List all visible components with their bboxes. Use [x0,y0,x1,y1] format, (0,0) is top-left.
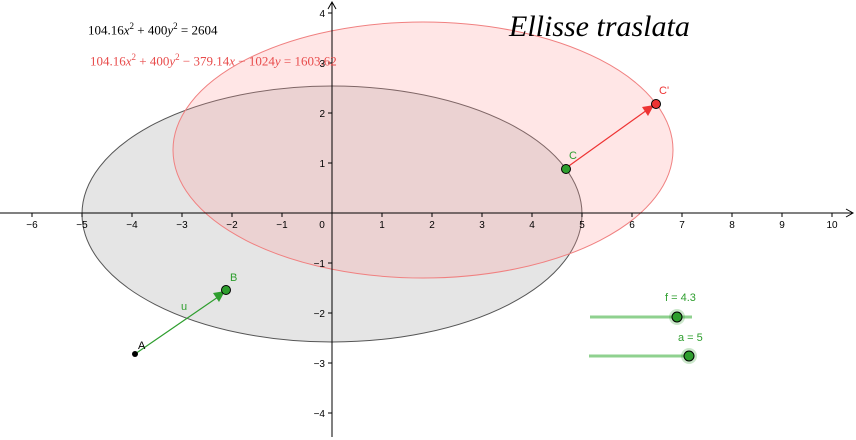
vector-u[interactable] [134,296,219,355]
x-tick-label: 0 [319,220,325,231]
y-axis-arrow [327,0,337,10]
vector-u-arrowhead [213,291,225,302]
x-tick-label: 6 [629,220,635,231]
x-tick-label: −5 [76,220,88,231]
eq1-coef-x: 104.16 [88,22,124,38]
y-tick-label: −2 [314,309,326,320]
x-axis-ticks: −6 −5 −4 −3 −2 −1 0 1 2 3 4 5 6 7 8 9 10 [26,213,838,231]
x-tick-label: −4 [126,220,138,231]
point-a-label: A [138,340,146,352]
translated-ellipse[interactable] [172,21,674,279]
point-c-label: C [569,150,577,162]
x-axis-arrow [845,208,855,218]
x-tick-label: 4 [529,220,535,231]
slider-a-handle[interactable] [683,350,695,362]
point-b[interactable] [221,285,231,295]
point-b-label: B [230,272,237,284]
title: Ellisse traslata [509,10,690,43]
x-tick-label: −6 [26,220,38,231]
eq2-coef-x2: 104.16 [90,53,126,69]
eq1-coef-y: 400 [147,22,168,38]
vector-c-c-prime-arrowhead [642,105,654,116]
y-tick-label: 2 [319,109,325,120]
x-tick-label: 2 [429,220,435,231]
vector-c-c-prime[interactable] [565,109,648,169]
eq2-coef-y2: 400 [149,53,170,69]
original-ellipse-equation: 104.16x2 + 400y2 = 2604 [88,21,218,38]
translated-ellipse-equation: 104.16x2 + 400y2 − 379.14x − 1024y = 160… [90,52,337,69]
slider-f-label: f = 4.3 [665,292,696,304]
eq2-coef-y: 1024 [248,53,275,69]
x-tick-label: −1 [276,220,288,231]
y-tick-label: −1 [314,259,326,270]
x-tick-label: 8 [729,220,735,231]
y-axis-ticks: 4 3 2 1 −1 −2 −3 −4 [314,9,332,420]
slider-a-label: a = 5 [678,332,703,344]
slider-f-handle[interactable] [671,311,683,323]
eq2-coef-x: 379.14 [193,53,230,69]
point-c-prime-label: C' [659,85,669,97]
x-tick-label: −3 [176,220,188,231]
x-tick-label: 3 [479,220,485,231]
x-tick-label: 9 [779,220,785,231]
y-tick-label: 1 [319,159,325,170]
x-tick-label: −2 [226,220,238,231]
x-tick-label: 1 [379,220,385,231]
vector-u-label: u [181,301,187,313]
eq2-rhs: 1603.62 [294,53,337,69]
eq1-rhs: 2604 [191,22,218,38]
y-tick-label: −4 [314,409,326,420]
x-tick-label: 5 [579,220,585,231]
point-c-prime[interactable] [651,99,661,109]
y-tick-label: 4 [319,9,325,20]
y-tick-label: −3 [314,359,326,370]
x-tick-label: 10 [826,220,838,231]
x-tick-label: 7 [679,220,685,231]
point-c[interactable] [561,164,571,174]
point-a[interactable] [132,351,138,357]
y-tick-label: 3 [319,59,325,70]
